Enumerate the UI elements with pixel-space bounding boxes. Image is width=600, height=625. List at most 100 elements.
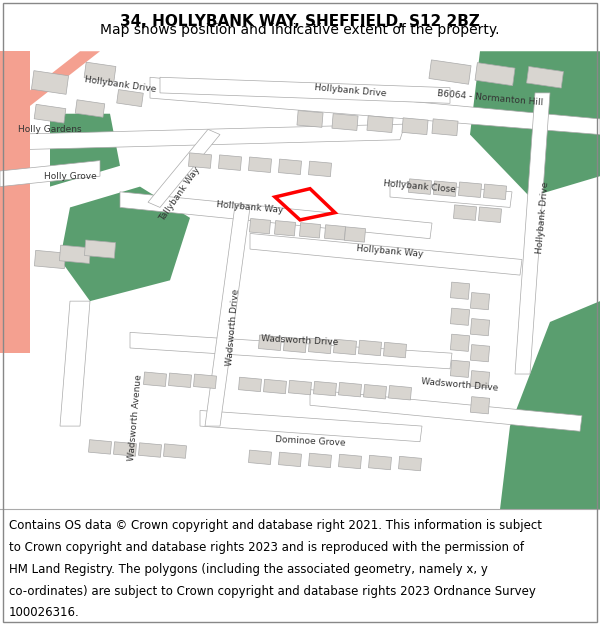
Bar (188, 153, 212, 168)
Bar (34, 251, 65, 269)
Bar (451, 360, 470, 378)
Polygon shape (148, 129, 220, 208)
Polygon shape (150, 78, 600, 134)
Bar (263, 379, 286, 394)
Bar (169, 373, 191, 388)
Bar (364, 384, 386, 399)
Bar (84, 62, 116, 82)
Text: Hollybank Drive: Hollybank Drive (314, 83, 386, 99)
Polygon shape (0, 51, 30, 353)
Polygon shape (0, 161, 100, 187)
Text: Hollybank Drive: Hollybank Drive (535, 181, 551, 254)
Bar (89, 439, 112, 454)
Bar (383, 342, 407, 358)
Polygon shape (515, 93, 550, 374)
Text: Contains OS data © Crown copyright and database right 2021. This information is : Contains OS data © Crown copyright and d… (9, 519, 542, 532)
Bar (470, 292, 490, 310)
Bar (475, 62, 515, 86)
Bar (31, 71, 68, 94)
Polygon shape (50, 114, 120, 187)
Bar (308, 453, 331, 468)
Text: Map shows position and indicative extent of the property.: Map shows position and indicative extent… (100, 23, 500, 37)
Bar (527, 66, 563, 88)
Polygon shape (0, 124, 405, 150)
Bar (458, 182, 482, 198)
Text: Wadsworth Avenue: Wadsworth Avenue (127, 374, 143, 461)
Bar (451, 334, 470, 351)
Bar (478, 207, 502, 222)
Polygon shape (500, 301, 600, 509)
Text: Wadsworth Drive: Wadsworth Drive (261, 334, 339, 348)
Bar (344, 227, 365, 242)
Bar (433, 181, 457, 196)
Text: Hollybank Close: Hollybank Close (383, 179, 457, 194)
Bar (314, 381, 337, 396)
Bar (334, 339, 356, 355)
Bar (297, 111, 323, 128)
Polygon shape (160, 78, 450, 103)
Bar (239, 378, 262, 392)
Bar (470, 397, 490, 414)
Text: Dominoe Grove: Dominoe Grove (275, 436, 346, 448)
Polygon shape (250, 234, 522, 275)
Bar (248, 157, 272, 172)
Text: 100026316.: 100026316. (9, 606, 80, 619)
Bar (164, 444, 187, 458)
Polygon shape (390, 181, 512, 208)
Bar (250, 219, 271, 234)
Bar (59, 245, 91, 263)
Bar (308, 161, 332, 177)
Bar (470, 319, 490, 336)
Polygon shape (470, 51, 600, 197)
Bar (470, 344, 490, 362)
Bar (248, 450, 271, 464)
Bar (259, 335, 281, 351)
Bar (398, 456, 421, 471)
Bar (34, 104, 66, 123)
Bar (283, 337, 307, 352)
Text: Wadsworth Drive: Wadsworth Drive (421, 377, 499, 392)
Text: B6064 - Normanton Hill: B6064 - Normanton Hill (437, 89, 544, 107)
Text: HM Land Registry. The polygons (including the associated geometry, namely x, y: HM Land Registry. The polygons (includin… (9, 562, 488, 576)
Polygon shape (310, 389, 582, 431)
Bar (139, 442, 161, 458)
Bar (113, 442, 136, 456)
Polygon shape (130, 332, 452, 369)
Bar (402, 118, 428, 134)
Bar (85, 240, 116, 258)
Bar (338, 454, 361, 469)
Text: 34, HOLLYBANK WAY, SHEFFIELD, S12 2BZ: 34, HOLLYBANK WAY, SHEFFIELD, S12 2BZ (120, 14, 480, 29)
Text: Hollybank Way: Hollybank Way (356, 244, 424, 259)
Text: co-ordinates) are subject to Crown copyright and database rights 2023 Ordnance S: co-ordinates) are subject to Crown copyr… (9, 584, 536, 598)
Bar (454, 205, 476, 221)
Bar (451, 308, 470, 326)
Bar (299, 222, 320, 238)
Text: Holly Gardens: Holly Gardens (18, 125, 82, 134)
Bar (484, 184, 506, 199)
Bar (409, 179, 431, 194)
Text: Holly Grove: Holly Grove (44, 172, 97, 181)
Bar (143, 372, 166, 386)
Bar (368, 455, 391, 470)
Text: to Crown copyright and database rights 2023 and is reproduced with the permissio: to Crown copyright and database rights 2… (9, 541, 524, 554)
Bar (332, 114, 358, 131)
Bar (194, 374, 217, 389)
Bar (451, 282, 470, 299)
Bar (367, 116, 393, 132)
Bar (278, 159, 302, 174)
Polygon shape (120, 192, 432, 239)
Polygon shape (200, 411, 422, 442)
Text: Tallybank Way: Tallybank Way (158, 165, 202, 222)
Bar (325, 225, 346, 240)
Bar (470, 371, 490, 388)
Polygon shape (0, 51, 100, 114)
Bar (338, 382, 361, 397)
Polygon shape (60, 301, 90, 426)
Bar (75, 100, 105, 118)
Bar (389, 386, 412, 400)
Bar (278, 452, 301, 467)
Polygon shape (60, 187, 190, 301)
Bar (358, 340, 382, 356)
Bar (274, 221, 296, 236)
Bar (432, 119, 458, 136)
